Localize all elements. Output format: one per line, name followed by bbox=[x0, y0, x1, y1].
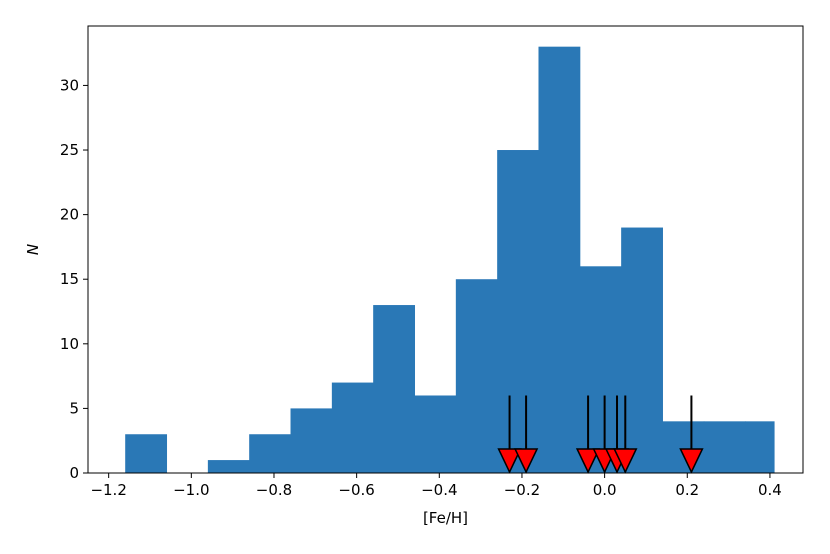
y-tick-label: 25 bbox=[60, 141, 79, 159]
marker-triangle-2 bbox=[575, 448, 601, 474]
x-tick-label: −0.6 bbox=[338, 481, 374, 499]
histogram-bar-3 bbox=[249, 434, 292, 473]
x-axis: −1.2 −1.0 −0.8 −0.6 −0.4 −0.2 0.0 0.2 0.4 bbox=[90, 473, 782, 499]
marker-triangle-0 bbox=[497, 448, 522, 474]
y-axis-label: N bbox=[24, 244, 42, 255]
histogram-bar-7 bbox=[414, 395, 457, 473]
histogram-bar-12 bbox=[621, 227, 663, 473]
histogram-bar-11 bbox=[579, 266, 622, 473]
histogram-bar-9 bbox=[497, 150, 539, 473]
histogram-bar-0 bbox=[125, 434, 168, 473]
y-tick-label: 20 bbox=[60, 206, 79, 224]
histogram-bar-6 bbox=[373, 305, 416, 473]
x-axis-label: [Fe/H] bbox=[423, 509, 468, 527]
histogram-bar-4 bbox=[290, 408, 333, 473]
histogram-bar-14 bbox=[703, 421, 746, 473]
plot-frame bbox=[87, 25, 804, 474]
x-tick-label: −0.4 bbox=[421, 481, 457, 499]
histogram-bars bbox=[125, 46, 775, 473]
histogram-bar-8 bbox=[455, 279, 498, 473]
x-tick-label: 0.0 bbox=[593, 481, 617, 499]
metallicity-markers bbox=[497, 395, 704, 474]
marker-triangle-6 bbox=[679, 448, 704, 474]
y-tick-label: 30 bbox=[60, 76, 79, 94]
histogram-bar-10 bbox=[538, 46, 581, 473]
y-tick-label: 5 bbox=[69, 399, 79, 417]
y-tick-label: 0 bbox=[69, 464, 79, 482]
marker-triangle-5 bbox=[613, 448, 638, 474]
x-tick-label: −1.2 bbox=[90, 481, 126, 499]
y-tick-label: 15 bbox=[60, 270, 79, 288]
histogram-bar-5 bbox=[331, 382, 374, 473]
x-tick-label: −0.8 bbox=[256, 481, 292, 499]
histogram-bar-15 bbox=[745, 421, 775, 473]
x-tick-label: 0.2 bbox=[675, 481, 699, 499]
histogram-bar-13 bbox=[662, 421, 705, 473]
histogram-bar-2 bbox=[207, 460, 250, 473]
x-tick-label: −0.2 bbox=[504, 481, 540, 499]
x-tick-label: −1.0 bbox=[173, 481, 209, 499]
marker-triangle-1 bbox=[513, 448, 539, 474]
y-tick-label: 10 bbox=[60, 335, 79, 353]
y-axis: 0 5 10 15 20 25 30 bbox=[60, 76, 88, 482]
x-tick-label: 0.4 bbox=[758, 481, 782, 499]
